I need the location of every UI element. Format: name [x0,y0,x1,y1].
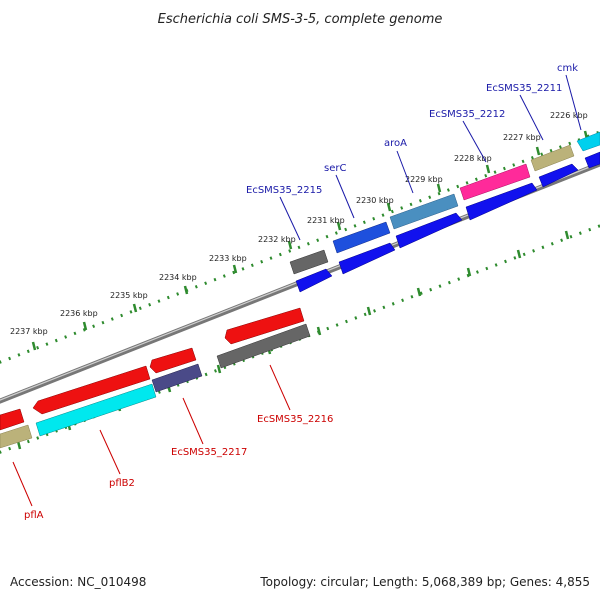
leader-ecsms35-2215 [279,196,301,241]
gene-pfla-arrow-lower[interactable] [0,424,33,449]
gene-label-pfla[interactable]: pflA [24,510,44,521]
kbp-label: 2227 kbp [503,133,541,142]
gene-ecsms35-2217-arrow[interactable] [149,347,197,374]
gene-serc-arrow-lower[interactable] [395,212,463,249]
major-tick [564,230,570,240]
leader-ecsms35-2211 [519,94,544,141]
major-tick [366,306,372,316]
leader-serc [335,174,355,219]
gene-pflb2-arrow-lower[interactable] [35,383,157,437]
gene-ecsms35-2212-arrow[interactable] [459,163,531,201]
major-tick [287,240,293,250]
leader-ecsms35-2212 [462,120,487,163]
major-tick [183,285,189,295]
major-tick [416,287,422,297]
gene-ecsms35-2212[interactable] [459,163,531,201]
kbp-label: 2236 kbp [60,309,98,318]
major-tick [316,326,322,336]
topology-summary: Topology: circular; Length: 5,068,389 bp… [259,575,590,589]
gene-pflb2-arrow[interactable] [32,365,151,415]
reverse-strand [0,307,311,449]
kbp-label: 2228 kbp [454,154,492,163]
gene-ecsms35-2216[interactable] [216,307,311,369]
leader-ecsms35-2216 [269,364,291,411]
major-tick [535,146,541,156]
leader-cmk [565,74,582,131]
kbp-label: 2233 kbp [209,254,247,263]
gene-ecsms35-2211[interactable] [530,144,579,188]
major-tick [466,267,472,277]
gene-label-pflb2[interactable]: pflB2 [109,478,135,489]
major-tick [132,303,138,313]
major-tick [485,164,491,174]
gene-serC[interactable] [332,212,463,254]
gene-label-aroa[interactable]: aroA [384,138,407,149]
accession-text: Accession: NC_010498 [10,575,146,589]
gene-label-serc[interactable]: serC [324,163,346,174]
kbp-label: 2229 kbp [405,175,443,184]
leader-pfla [12,461,33,507]
gene-aroa-arrow-lower[interactable] [465,182,538,221]
gene-label-ecsms35-2211[interactable]: EcSMS35_2211 [486,83,562,94]
leader-pflb2 [99,429,121,475]
gene-ecsms35-2216-arrow[interactable] [224,307,305,345]
gene-arohA[interactable] [389,182,538,230]
gene-aroa-arrow[interactable] [389,193,459,230]
gene-ecsms35-2216-arrow-lower[interactable] [216,323,311,369]
gene-pflB2[interactable] [32,365,157,437]
map-title: Escherichia coli SMS-3-5, complete genom… [158,12,443,27]
major-tick [516,249,522,259]
kbp-label: 2231 kbp [307,216,345,225]
kbp-label: 2230 kbp [356,196,394,205]
major-tick [82,321,88,331]
kbp-label: 2234 kbp [159,273,197,282]
gene-ecsms35-2211-arrow-lower[interactable] [538,163,579,188]
gene-cmk[interactable] [576,131,600,169]
gene-labels: cmk EcSMS35_2211 EcSMS35_2212 aroA serC … [24,63,578,521]
gene-label-ecsms35-2212[interactable]: EcSMS35_2212 [429,109,505,120]
major-tick [31,341,37,351]
tick-line-top [0,130,600,364]
kbp-label: 2235 kbp [110,291,148,300]
gene-serc-arrow[interactable] [332,221,391,254]
gene-ecsms35-2211-arrow[interactable] [530,144,575,172]
major-tick [336,221,342,231]
gene-label-ecsms35-2217[interactable]: EcSMS35_2217 [171,447,247,458]
gene-cmk-arrow[interactable] [576,131,600,152]
kbp-label: 2226 kbp [550,111,588,120]
gene-pflA[interactable] [0,408,33,449]
gene-pfla-arrow[interactable] [0,408,25,431]
gene-ecsms35-2215-arrow[interactable] [289,249,329,275]
leader-lines [12,74,582,507]
major-tick [386,202,392,212]
gene-ecsms35-2215-arrow-lower[interactable] [295,268,333,293]
gene-ecsms35-2217-arrow-lower[interactable] [151,363,203,393]
leader-ecsms35-2217 [182,397,204,445]
kbp-label: 2232 kbp [258,235,296,244]
gene-label-cmk[interactable]: cmk [557,63,578,74]
major-tick [232,264,238,274]
gene-extra-arrow-lower[interactable] [338,242,396,275]
gene-label-ecsms35-2215[interactable]: EcSMS35_2215 [246,185,322,196]
kbp-label: 2237 kbp [10,327,48,336]
major-tick [436,183,442,193]
tick-row-top [0,130,600,364]
major-tick [216,364,222,374]
gene-cmk-arrow-lower[interactable] [584,151,600,169]
gene-label-ecsms35-2216[interactable]: EcSMS35_2216 [257,414,333,425]
forward-strand [289,131,600,293]
leader-aroa [396,150,414,194]
gene-ecsms35-2217[interactable] [149,347,203,393]
gene-ecsms35-2215[interactable] [289,242,396,293]
kbp-labels: 2226 kbp 2227 kbp 2228 kbp 2229 kbp 2230… [10,111,588,336]
